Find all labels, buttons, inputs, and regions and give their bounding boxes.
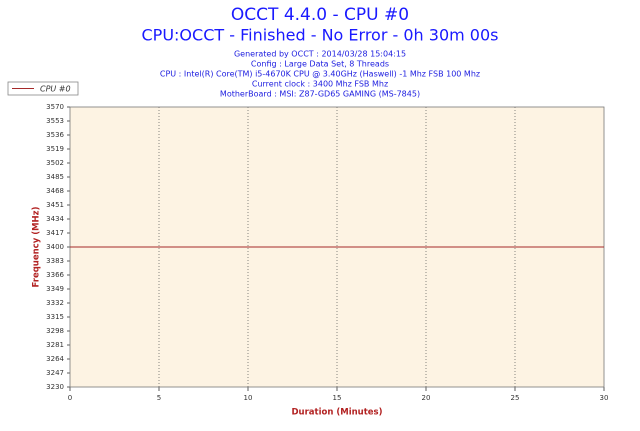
y-tick-label: 3281 bbox=[46, 341, 64, 349]
info-line: Current clock : 3400 Mhz FSB Mhz bbox=[252, 80, 388, 89]
y-tick-label: 3502 bbox=[46, 159, 64, 167]
y-tick-label: 3230 bbox=[46, 383, 64, 391]
y-tick-label: 3298 bbox=[46, 327, 64, 335]
x-axis-label: Duration (Minutes) bbox=[292, 408, 383, 418]
y-tick-label: 3451 bbox=[46, 201, 64, 209]
y-tick-label: 3247 bbox=[46, 369, 64, 377]
chart-title: OCCT 4.4.0 - CPU #0 bbox=[231, 5, 409, 25]
y-tick-label: 3553 bbox=[46, 117, 64, 125]
y-tick-label: 3536 bbox=[46, 131, 64, 139]
x-tick-label: 25 bbox=[511, 394, 520, 402]
chart-subtitle: CPU:OCCT - Finished - No Error - 0h 30m … bbox=[142, 26, 499, 45]
y-tick-label: 3434 bbox=[46, 215, 64, 223]
x-tick-label: 30 bbox=[600, 394, 609, 402]
y-tick-label: 3315 bbox=[46, 313, 64, 321]
y-tick-label: 3383 bbox=[46, 257, 64, 265]
y-tick-label: 3400 bbox=[46, 243, 64, 251]
x-tick-label: 5 bbox=[157, 394, 161, 402]
y-tick-label: 3485 bbox=[46, 173, 64, 181]
y-tick-label: 3468 bbox=[46, 187, 64, 195]
info-line: Config : Large Data Set, 8 Threads bbox=[251, 60, 389, 69]
y-tick-label: 3417 bbox=[46, 229, 64, 237]
x-tick-label: 10 bbox=[244, 394, 253, 402]
x-tick-label: 20 bbox=[422, 394, 431, 402]
y-tick-label: 3519 bbox=[46, 145, 64, 153]
y-tick-label: 3332 bbox=[46, 299, 64, 307]
legend-box bbox=[7, 81, 79, 96]
info-line: Generated by OCCT : 2014/03/28 15:04:15 bbox=[234, 50, 406, 59]
y-tick-label: 3264 bbox=[46, 355, 64, 363]
y-axis-label: Frequency (MHz) bbox=[32, 206, 42, 287]
y-tick-label: 3570 bbox=[46, 103, 64, 111]
y-tick-label: 3366 bbox=[46, 271, 64, 279]
y-tick-label: 3349 bbox=[46, 285, 64, 293]
info-line: CPU : Intel(R) Core(TM) i5-4670K CPU @ 3… bbox=[160, 70, 480, 79]
x-tick-label: 15 bbox=[333, 394, 342, 402]
info-line: MotherBoard : MSI: Z87-GD65 GAMING (MS-7… bbox=[220, 90, 420, 99]
x-tick-label: 0 bbox=[68, 394, 72, 402]
legend-label: CPU #0 bbox=[40, 85, 71, 94]
